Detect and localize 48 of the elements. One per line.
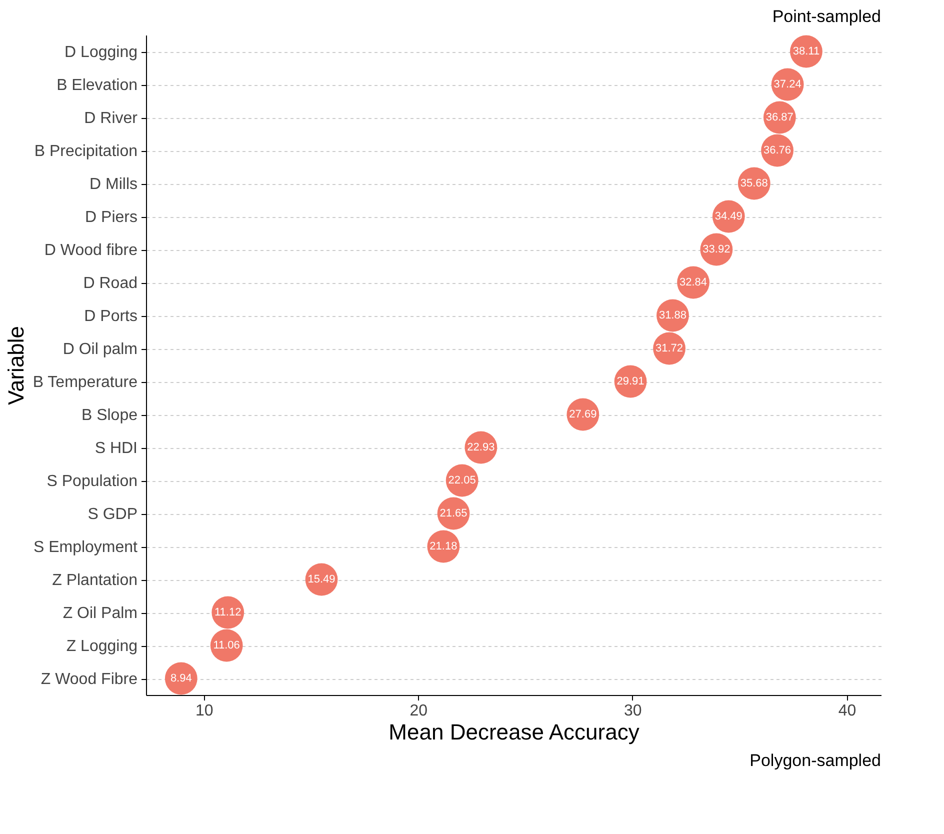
data-label: 31.88 <box>658 310 686 322</box>
data-label: 22.05 <box>448 474 476 486</box>
data-label: 11.06 <box>213 640 240 652</box>
y-tick-label: B Elevation <box>56 77 138 94</box>
data-label: 35.68 <box>740 178 768 190</box>
data-label: 32.84 <box>680 276 708 288</box>
y-tick-label: S HDI <box>94 440 138 457</box>
y-tick-label: D River <box>84 110 138 127</box>
data-label: 37.24 <box>774 78 802 90</box>
data-label: 33.92 <box>702 244 730 256</box>
data-label: 15.49 <box>308 574 336 586</box>
x-tick-label: 10 <box>195 702 214 720</box>
y-tick-label: Z Logging <box>66 638 138 655</box>
y-tick-label: D Piers <box>85 209 138 226</box>
y-tick-label: Z Oil Palm <box>62 605 138 622</box>
data-label: 29.91 <box>616 376 644 388</box>
data-label: 36.87 <box>766 112 794 124</box>
y-tick-label: S Employment <box>33 539 138 556</box>
y-tick-label: D Mills <box>90 176 138 193</box>
text: Point-sampled <box>772 7 881 26</box>
y-tick-label: S GDP <box>88 506 138 523</box>
data-label: 31.72 <box>656 342 684 354</box>
data-label: 21.65 <box>440 508 468 520</box>
x-axis-title: Mean Decrease Accuracy <box>388 720 640 744</box>
y-axis-title: Variable <box>4 326 29 406</box>
x-tick-label: 40 <box>838 702 856 720</box>
y-tick-label: B Slope <box>81 407 138 424</box>
data-label: 27.69 <box>569 408 597 420</box>
data-label: 36.76 <box>764 144 792 156</box>
y-tick-label: D Oil palm <box>62 341 138 358</box>
y-tick-label: D Logging <box>64 44 138 61</box>
y-tick-label: S Population <box>46 473 138 490</box>
data-label: 11.12 <box>214 606 242 618</box>
y-tick-label: B Precipitation <box>34 143 138 160</box>
y-tick-label: B Temperature <box>32 374 138 391</box>
data-label: 38.11 <box>792 46 820 58</box>
y-tick-label: D Road <box>83 275 138 292</box>
data-label: 8.94 <box>170 672 192 684</box>
y-tick-label: D Ports <box>84 308 138 325</box>
y-tick-label: Z Wood Fibre <box>40 671 138 688</box>
y-tick-label: D Wood fibre <box>44 242 138 259</box>
data-label: 21.18 <box>430 540 458 552</box>
y-tick-label: Z Plantation <box>52 572 138 589</box>
x-tick-label: 20 <box>410 702 428 720</box>
data-label: 22.93 <box>467 442 495 454</box>
data-label: 34.49 <box>714 210 742 222</box>
x-tick-label: 30 <box>624 702 642 720</box>
text: Polygon-sampled <box>750 751 881 770</box>
